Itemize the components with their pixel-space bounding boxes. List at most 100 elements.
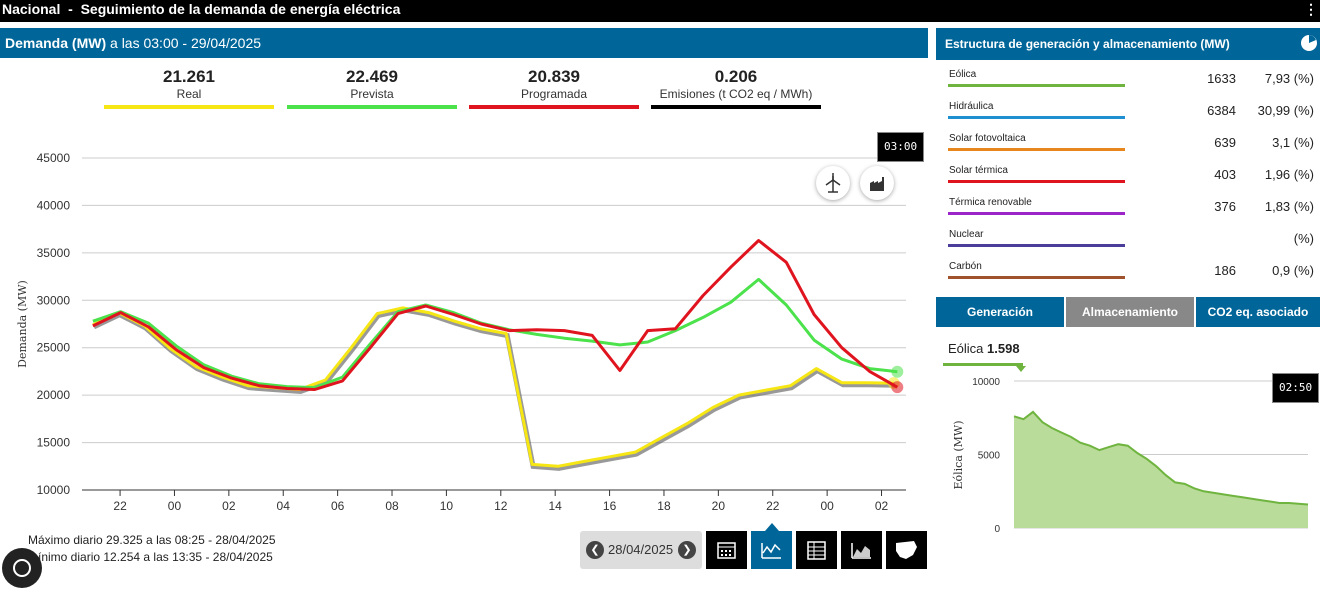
source-name: Carbón xyxy=(949,261,982,272)
mini-y-tick-label: 0 xyxy=(994,524,1000,535)
menu-icon[interactable]: ⋮ xyxy=(1304,1,1318,17)
top-bar: Nacional - Seguimiento de la demanda de … xyxy=(0,0,1320,22)
source-pct: 30,99 (%) xyxy=(1257,103,1314,118)
source-pct: 1,83 (%) xyxy=(1264,199,1314,214)
source-mw: 1633 xyxy=(1207,71,1236,86)
factory-icon xyxy=(870,177,884,191)
factory-button[interactable] xyxy=(860,166,894,200)
y-tick-label: 25000 xyxy=(37,341,71,355)
prev-day-button[interactable]: ❮ xyxy=(586,541,604,559)
calendar-icon xyxy=(717,542,736,559)
daily-max: Máximo diario 29.325 a las 08:25 - 28/04… xyxy=(28,533,276,547)
chat-icon xyxy=(13,559,31,577)
date-pager: ❮ 28/04/2025 ❯ xyxy=(580,531,702,569)
chat-button[interactable] xyxy=(2,548,42,588)
tab-co2[interactable]: CO2 eq. asociado xyxy=(1196,297,1320,327)
kpi-real: 21.261 Real xyxy=(104,67,274,109)
page-title: Nacional - Seguimiento de la demanda de … xyxy=(2,1,401,17)
demand-timestamp: a las 03:00 - 29/04/2025 xyxy=(106,35,262,51)
kpi-label: Programada xyxy=(520,87,588,101)
wind-turbine-icon xyxy=(825,173,841,193)
kpi-label: Prevista xyxy=(350,87,394,101)
kpi-value: 0.206 xyxy=(714,67,758,86)
y-tick-label: 15000 xyxy=(37,436,71,450)
kpi-label: Real xyxy=(176,87,202,101)
structure-row-eolica: Eólica 1633 7,93 (%) xyxy=(948,68,1318,100)
source-name: Eólica xyxy=(949,69,977,80)
source-name: Nuclear xyxy=(949,229,984,240)
mini-line xyxy=(1013,410,1309,506)
source-color-line xyxy=(948,84,1125,87)
line-chart-icon xyxy=(761,526,781,559)
x-tick-label: 12 xyxy=(494,499,508,513)
x-tick-label: 10 xyxy=(440,499,454,513)
table-icon xyxy=(807,541,826,560)
source-mw: 376 xyxy=(1214,199,1236,214)
source-pct: (%) xyxy=(1293,231,1314,246)
structure-tabs: Generación Almacenamiento CO2 eq. asocia… xyxy=(936,297,1320,327)
next-day-button[interactable]: ❯ xyxy=(678,541,696,559)
x-tick-label: 06 xyxy=(331,499,345,513)
source-name: Solar térmica xyxy=(949,165,1008,176)
x-tick-label: 22 xyxy=(113,499,127,513)
active-view-pointer xyxy=(765,523,779,531)
pie-chart-icon[interactable] xyxy=(1300,34,1318,52)
table-view-button[interactable] xyxy=(796,531,837,569)
source-pct: 1,96 (%) xyxy=(1264,167,1314,182)
map-view-button[interactable] xyxy=(886,531,927,569)
source-mw: 403 xyxy=(1214,167,1236,182)
x-tick-label: 20 xyxy=(712,499,726,513)
structure-row-solar-termica: Solar térmica 403 1,96 (%) xyxy=(948,164,1318,196)
structure-header: Estructura de generación y almacenamient… xyxy=(936,28,1320,60)
daily-min: ínimo diario 12.254 a las 13:35 - 28/04/… xyxy=(38,550,273,564)
mini-chart-tooltip: 02:50 xyxy=(1272,373,1320,403)
x-tick-label: 00 xyxy=(168,499,182,513)
source-name: Hidráulica xyxy=(949,101,994,112)
source-color-line xyxy=(948,212,1125,215)
structure-row-hidraulica: Hidráulica 6384 30,99 (%) xyxy=(948,100,1318,132)
demand-chart[interactable]: 4500040000350003000025000200001500010000… xyxy=(0,125,928,520)
stacked-chart-view-button[interactable] xyxy=(841,531,882,569)
x-tick-label: 22 xyxy=(766,499,780,513)
tab-generacion[interactable]: Generación xyxy=(936,297,1064,327)
x-tick-label: 02 xyxy=(875,499,889,513)
kpi-color-bar xyxy=(104,105,274,109)
source-name: Solar fotovoltaica xyxy=(949,133,1026,144)
source-color-line xyxy=(948,244,1125,247)
eolica-mini-chart[interactable]: 10000 5000 0 Eólica (MW) xyxy=(936,370,1320,569)
mini-label-pointer xyxy=(1016,366,1026,372)
source-color-line xyxy=(948,276,1125,279)
mini-label-value: 1.598 xyxy=(987,341,1020,356)
kpi-color-bar xyxy=(287,105,457,109)
source-mw: 186 xyxy=(1214,263,1236,278)
source-color-line xyxy=(948,116,1125,119)
kpi-color-bar xyxy=(651,105,821,109)
x-tick-label: 16 xyxy=(603,499,617,513)
kpi-label: Emisiones (t CO2 eq / MWh) xyxy=(659,87,813,101)
mini-y-tick-label: 10000 xyxy=(972,377,1000,388)
demand-title: Demanda (MW) xyxy=(5,35,107,51)
y-tick-label: 40000 xyxy=(37,198,71,212)
stacked-chart-icon xyxy=(851,543,871,559)
source-pct: 3,1 (%) xyxy=(1272,135,1314,150)
date-label: 28/04/2025 xyxy=(608,542,674,557)
mini-area xyxy=(1014,411,1308,528)
mini-y-tick-label: 5000 xyxy=(978,451,1001,462)
wind-turbine-button[interactable] xyxy=(816,166,850,200)
calendar-button[interactable] xyxy=(706,531,747,569)
kpi-value: 20.839 xyxy=(528,67,580,86)
line-chart-view-button[interactable] xyxy=(751,526,792,569)
kpi-programada: 20.839 Programada xyxy=(469,67,639,109)
series-end-point-prevista xyxy=(891,365,904,378)
structure-row-termica-renovable: Térmica renovable 376 1,83 (%) xyxy=(948,196,1318,228)
x-tick-label: 02 xyxy=(222,499,236,513)
chart-tooltip: 03:00 xyxy=(877,132,925,162)
tab-almacenamiento[interactable]: Almacenamiento xyxy=(1066,297,1194,327)
x-tick-label: 00 xyxy=(820,499,834,513)
kpi-value: 21.261 xyxy=(163,67,215,86)
structure-row-carbon: Carbón 186 0,9 (%) xyxy=(948,260,1318,292)
y-tick-label: 30000 xyxy=(37,293,71,307)
source-name: Térmica renovable xyxy=(949,197,1032,208)
y-tick-label: 45000 xyxy=(37,151,71,165)
source-mw: 6384 xyxy=(1207,103,1236,118)
